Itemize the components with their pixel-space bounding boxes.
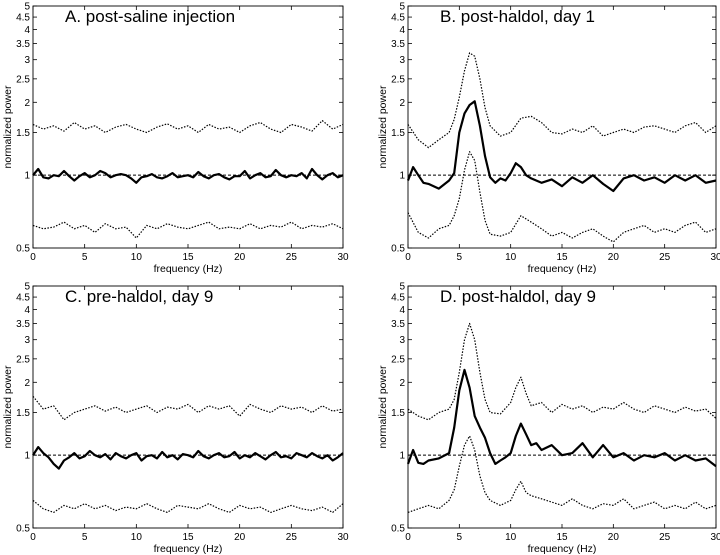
panel-a-title: A. post-saline injection bbox=[65, 7, 235, 26]
panel-b-title: B. post-haldol, day 1 bbox=[440, 7, 595, 26]
panel-d-ytick-label: 2 bbox=[399, 378, 405, 389]
panel-d-xtick-label: 15 bbox=[556, 532, 568, 543]
panel-b-ytick-label: 2.5 bbox=[391, 74, 405, 85]
panel-a: 0 5 10 15 20 25 300.511.522.533.544.55frequenc… bbox=[2, 2, 349, 276]
panel-c: 0 5 10 15 20 25 300.511.522.533.544.55frequenc… bbox=[2, 282, 349, 555]
panel-a-ytick-label: 1 bbox=[24, 171, 30, 182]
panel-a-ytick-label: 1.5 bbox=[16, 128, 30, 139]
panel-a-xtick-label: 30 bbox=[337, 252, 349, 263]
panel-c-xtick-label: 5 bbox=[82, 532, 88, 543]
panel-b-ytick-label: 5 bbox=[399, 2, 405, 13]
panel-d: 0 5 10 15 20 25 300.511.522.533.544.55frequenc… bbox=[377, 282, 720, 555]
panel-b-ytick-label: 1.5 bbox=[391, 128, 405, 139]
panel-a-ytick-label: 3.5 bbox=[16, 39, 30, 50]
panel-a-ytick-label: 2.5 bbox=[16, 74, 30, 85]
panel-b: 0 5 10 15 20 25 300.511.522.533.544.55frequenc… bbox=[377, 2, 720, 276]
panel-b-xtick-label: 30 bbox=[710, 252, 720, 263]
panel-a-ytick-label: 5 bbox=[24, 2, 30, 13]
panel-c-series-upper-bound bbox=[32, 395, 344, 421]
panel-d-ytick-label: 4.5 bbox=[391, 293, 405, 304]
panel-a-ytick-label: 4.5 bbox=[16, 13, 30, 24]
panel-b-xtick-label: 25 bbox=[659, 252, 671, 263]
panel-c-ytick-label: 4.5 bbox=[16, 293, 30, 304]
panel-a-xtick-label: 10 bbox=[131, 252, 143, 263]
panel-d-ytick-label: 1 bbox=[399, 451, 405, 462]
panel-c-ytick-label: 1.5 bbox=[16, 408, 30, 419]
panel-d-ylabel: normalized power bbox=[377, 365, 389, 448]
panel-b-xtick-label: 5 bbox=[457, 252, 463, 263]
panel-d-series-mean bbox=[406, 368, 717, 468]
panel-c-xlabel: frequency (Hz) bbox=[154, 543, 223, 555]
panel-a-xtick-label: 15 bbox=[182, 252, 194, 263]
panel-a-series-mean bbox=[32, 167, 344, 184]
panel-c-xtick-label: 25 bbox=[286, 532, 298, 543]
panel-b-ylabel: normalized power bbox=[377, 85, 389, 168]
panel-a-xtick-label: 25 bbox=[286, 252, 298, 263]
panel-b-ytick-label: 0.5 bbox=[391, 244, 405, 255]
panel-d-ytick-label: 4 bbox=[399, 305, 405, 316]
panel-d-ytick-label: 0.5 bbox=[391, 524, 405, 535]
panel-a-ylabel: normalized power bbox=[2, 85, 14, 168]
panel-a-xtick-label: 5 bbox=[82, 252, 88, 263]
panel-b-xtick-label: 20 bbox=[608, 252, 620, 263]
panel-d-series-upper-bound bbox=[407, 322, 717, 421]
panel-d-xtick-label: 0 bbox=[405, 532, 411, 543]
panel-d-xtick-label: 5 bbox=[457, 532, 463, 543]
panel-b-xlabel: frequency (Hz) bbox=[528, 263, 597, 275]
panel-c-xtick-label: 0 bbox=[30, 532, 36, 543]
panel-c-ytick-label: 4 bbox=[24, 305, 30, 316]
panel-b-ytick-label: 3 bbox=[399, 55, 405, 66]
panel-d-ytick-label: 3.5 bbox=[391, 319, 405, 330]
panel-c-ytick-label: 2 bbox=[24, 378, 30, 389]
panel-c-ylabel: normalized power bbox=[2, 365, 14, 448]
panel-b-series-lower-bound bbox=[407, 151, 717, 243]
panel-b-ytick-label: 2 bbox=[399, 98, 405, 109]
panel-a-ytick-label: 3 bbox=[24, 55, 30, 66]
panel-b-xtick-label: 15 bbox=[556, 252, 568, 263]
panel-c-xtick-label: 20 bbox=[234, 532, 246, 543]
panel-a-xtick-label: 20 bbox=[234, 252, 246, 263]
panel-b-series-mean bbox=[406, 100, 717, 193]
panel-b-xtick-label: 10 bbox=[505, 252, 517, 263]
panel-b-series-upper-bound bbox=[407, 52, 717, 149]
panel-a-series-upper-bound bbox=[32, 119, 344, 134]
panel-c-ytick-label: 0.5 bbox=[16, 524, 30, 535]
panel-d-xtick-label: 25 bbox=[659, 532, 671, 543]
panel-c-xtick-label: 30 bbox=[337, 532, 349, 543]
panel-c-ytick-label: 3.5 bbox=[16, 319, 30, 330]
panel-d-ytick-label: 5 bbox=[399, 282, 405, 293]
panel-b-ytick-label: 4 bbox=[399, 25, 405, 36]
panel-d-xtick-label: 30 bbox=[710, 532, 720, 543]
panel-c-ytick-label: 2.5 bbox=[16, 354, 30, 365]
panel-b-ytick-label: 3.5 bbox=[391, 39, 405, 50]
panel-d-ytick-label: 1.5 bbox=[391, 408, 405, 419]
panel-b-ytick-label: 1 bbox=[399, 171, 405, 182]
panel-d-ytick-label: 2.5 bbox=[391, 354, 405, 365]
panel-a-xlabel: frequency (Hz) bbox=[154, 263, 223, 275]
panel-c-series-mean bbox=[32, 446, 344, 470]
panel-d-xlabel: frequency (Hz) bbox=[528, 543, 597, 555]
panel-d-ytick-label: 3 bbox=[399, 335, 405, 346]
panel-d-xtick-label: 10 bbox=[505, 532, 517, 543]
panel-b-ytick-label: 4.5 bbox=[391, 13, 405, 24]
panel-a-ytick-label: 0.5 bbox=[16, 244, 30, 255]
panel-a-ytick-label: 2 bbox=[24, 98, 30, 109]
panel-c-ytick-label: 1 bbox=[24, 451, 30, 462]
panel-a-xtick-label: 0 bbox=[30, 252, 36, 263]
panel-d-series-lower-bound bbox=[407, 435, 717, 513]
panel-c-xtick-label: 15 bbox=[182, 532, 194, 543]
panel-d-title: D. post-haldol, day 9 bbox=[440, 287, 596, 306]
panel-d-xtick-label: 20 bbox=[608, 532, 620, 543]
panel-a-ytick-label: 4 bbox=[24, 25, 30, 36]
panel-c-ytick-label: 3 bbox=[24, 335, 30, 346]
panel-c-series-lower-bound bbox=[32, 499, 344, 514]
panel-b-xtick-label: 0 bbox=[405, 252, 411, 263]
panel-c-title: C. pre-haldol, day 9 bbox=[65, 287, 213, 306]
panel-c-xtick-label: 10 bbox=[131, 532, 143, 543]
panel-c-ytick-label: 5 bbox=[24, 282, 30, 293]
